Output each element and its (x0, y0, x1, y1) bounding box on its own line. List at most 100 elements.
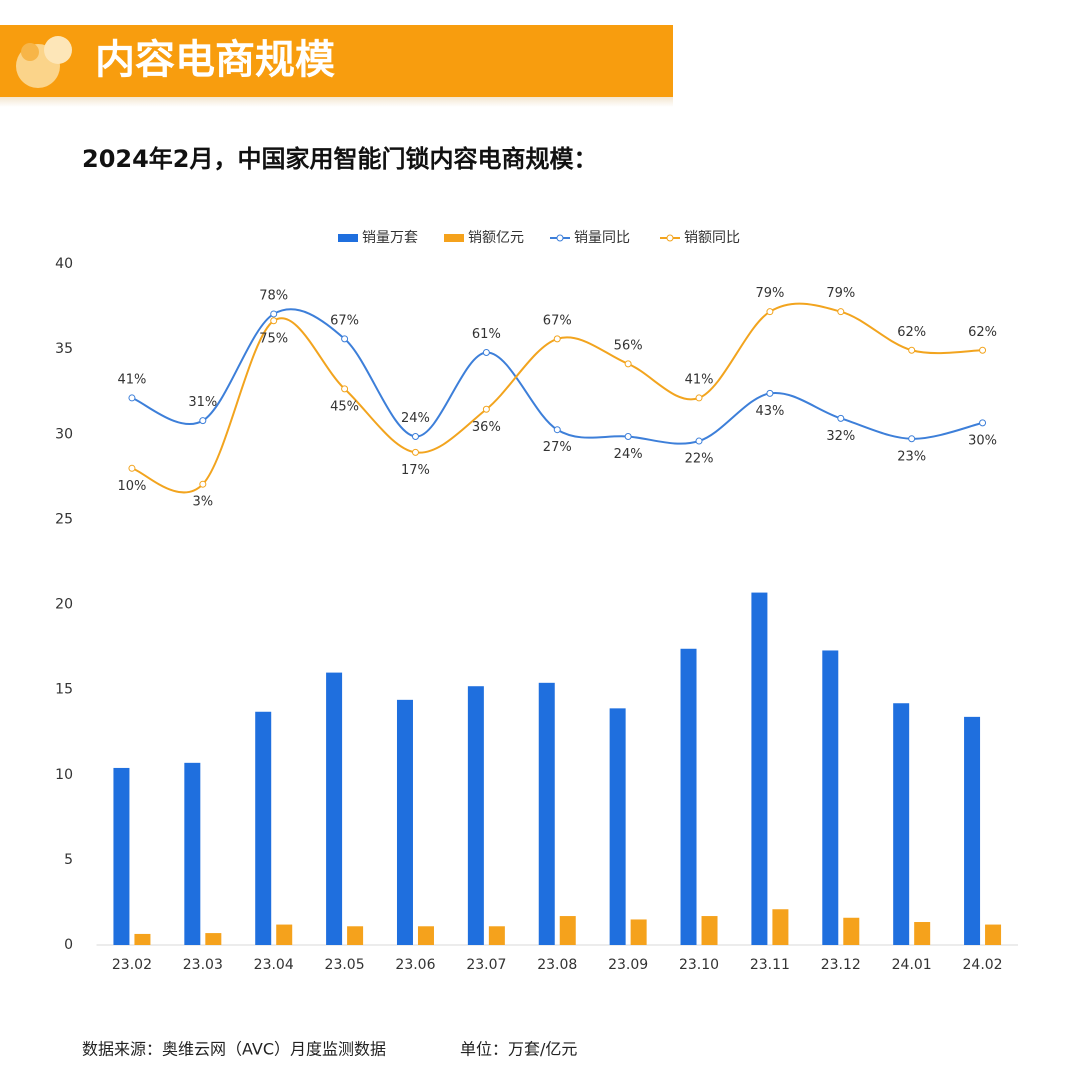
legend-swatch (556, 234, 564, 242)
data-label: 17% (401, 463, 430, 478)
data-label: 30% (968, 433, 997, 448)
line-point (482, 349, 490, 357)
y-tick-label: 0 (64, 937, 73, 953)
bar (396, 699, 413, 945)
bar (751, 592, 768, 945)
line-point (695, 394, 703, 402)
bar (347, 926, 364, 945)
line-point (411, 448, 419, 456)
bar (326, 672, 343, 945)
line (131, 302, 983, 494)
legend-swatch (338, 234, 358, 242)
x-tick-label: 23.07 (466, 957, 506, 973)
line (131, 308, 983, 445)
bar (134, 933, 151, 945)
data-label: 36% (472, 420, 501, 435)
bar (488, 926, 505, 945)
data-label: 24% (401, 411, 430, 426)
legend-swatch (444, 234, 464, 242)
bar (417, 926, 434, 945)
bar (609, 708, 626, 945)
bar (914, 922, 931, 945)
data-label: 43% (755, 404, 784, 419)
y-tick-label: 20 (55, 597, 73, 613)
line-point (482, 405, 490, 413)
bar (467, 686, 484, 945)
x-tick-label: 23.08 (537, 957, 577, 973)
data-label: 3% (193, 495, 214, 510)
line-point (908, 435, 916, 443)
data-label: 45% (330, 399, 359, 414)
line-point (411, 433, 419, 441)
legend-label: 销量同比 (574, 230, 630, 246)
bar (772, 909, 789, 945)
line-point (553, 426, 561, 434)
header-band (0, 25, 673, 97)
x-tick-label: 23.11 (750, 957, 790, 973)
bar (113, 767, 130, 945)
data-label: 22% (685, 452, 714, 467)
x-tick-label: 23.05 (325, 957, 365, 973)
line-point (624, 360, 632, 368)
legend-swatch (666, 234, 674, 242)
bar (680, 648, 697, 945)
line-point (128, 394, 136, 402)
header-shadow (0, 97, 673, 107)
line-point (624, 433, 632, 441)
line-point (979, 419, 987, 427)
data-label: 23% (897, 449, 926, 464)
data-label: 62% (968, 325, 997, 340)
bar (255, 711, 272, 945)
y-tick-label: 35 (55, 341, 73, 357)
line-point (270, 317, 278, 325)
x-tick-label: 23.10 (679, 957, 719, 973)
bar (184, 762, 201, 945)
line-point (766, 389, 774, 397)
y-tick-label: 15 (55, 682, 73, 698)
data-label: 41% (685, 372, 714, 387)
unit-note: 单位：万套/亿元 (460, 1040, 577, 1059)
bar (559, 916, 576, 945)
legend-label: 销额同比 (684, 230, 740, 246)
bar (205, 933, 222, 945)
data-label: 10% (117, 479, 146, 494)
header-icon (16, 36, 72, 88)
data-label: 31% (188, 395, 217, 410)
x-tick-label: 23.12 (821, 957, 861, 973)
line-point (979, 346, 987, 354)
bar (701, 916, 718, 945)
legend-label: 销量万套 (362, 230, 418, 246)
line-point (270, 310, 278, 318)
data-label: 79% (755, 286, 784, 301)
data-label: 78% (259, 288, 288, 303)
x-tick-label: 23.06 (395, 957, 435, 973)
source-note: 数据来源：奥维云网（AVC）月度监测数据 (82, 1040, 386, 1059)
x-tick-label: 24.01 (892, 957, 932, 973)
data-label: 67% (330, 313, 359, 328)
legend-label: 销额亿元 (468, 230, 524, 246)
y-tick-label: 30 (55, 426, 73, 442)
bar (893, 703, 910, 945)
bar (964, 716, 981, 945)
data-label: 27% (543, 440, 572, 455)
bar (985, 924, 1002, 945)
line-point (199, 417, 207, 425)
data-label: 41% (117, 372, 146, 387)
data-label: 56% (614, 338, 643, 353)
line-point (341, 335, 349, 343)
line-point (766, 308, 774, 316)
data-label: 62% (897, 325, 926, 340)
bar (276, 924, 293, 945)
bar (843, 917, 860, 945)
y-tick-label: 10 (55, 767, 73, 783)
line-point (341, 385, 349, 393)
y-tick-label: 5 (64, 852, 73, 868)
data-label: 24% (614, 447, 643, 462)
data-label: 61% (472, 327, 501, 342)
line-point (695, 437, 703, 445)
line-point (908, 346, 916, 354)
header-title: 内容电商规模 (95, 37, 335, 83)
data-label: 75% (259, 331, 288, 346)
x-tick-label: 23.09 (608, 957, 648, 973)
